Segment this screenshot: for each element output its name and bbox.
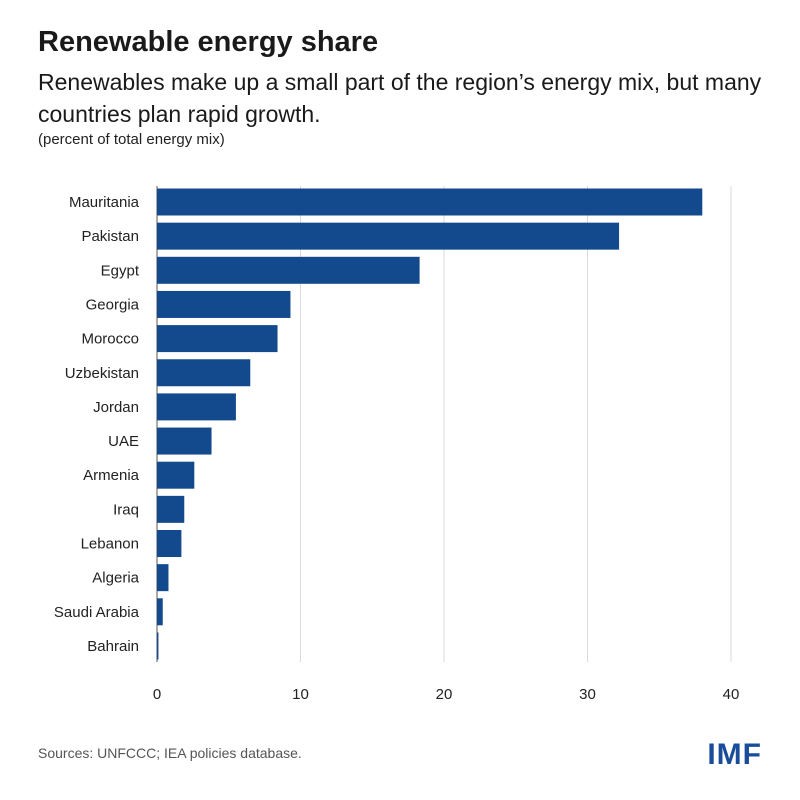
bar-armenia (157, 461, 195, 489)
bar-algeria (157, 564, 169, 592)
category-label: Pakistan (81, 228, 139, 245)
category-label: Bahrain (87, 638, 139, 655)
x-tick-label: 20 (436, 686, 453, 703)
bars (157, 188, 703, 660)
category-label: Armenia (83, 467, 140, 484)
bar-morocco (157, 325, 278, 353)
category-label: Mauritania (69, 194, 140, 211)
category-label: UAE (108, 433, 139, 450)
category-label: Iraq (113, 501, 139, 518)
bar-georgia (157, 290, 291, 318)
bar-uzbekistan (157, 359, 251, 387)
bar-bahrain (157, 632, 159, 660)
category-label: Algeria (92, 570, 139, 587)
x-tick-label: 30 (579, 686, 596, 703)
unit-note: (percent of total energy mix) (38, 131, 225, 148)
x-axis-ticks: 0 10 20 30 40 (153, 686, 740, 703)
bar-pakistan (157, 222, 620, 250)
chart-subtitle: Renewables make up a small part of the r… (38, 69, 762, 127)
source-note: Sources: UNFCCC; IEA policies database. (38, 745, 302, 761)
x-tick-label: 40 (723, 686, 740, 703)
category-label: Georgia (86, 296, 140, 313)
category-labels: Mauritania Pakistan Egypt Georgia Morocco Uzb… (54, 194, 140, 655)
x-tick-label: 10 (292, 686, 309, 703)
bar-iraq (157, 495, 185, 523)
x-tick-label: 0 (153, 686, 161, 703)
category-label: Jordan (93, 399, 139, 416)
category-label: Saudi Arabia (54, 604, 140, 621)
chart-title: Renewable energy share (38, 26, 379, 58)
category-label: Uzbekistan (65, 365, 139, 382)
imf-logo: IMF (707, 738, 762, 771)
bar-egypt (157, 256, 420, 284)
category-label: Morocco (81, 331, 139, 348)
category-label: Lebanon (81, 536, 139, 553)
category-label: Egypt (101, 262, 140, 279)
bar-lebanon (157, 530, 182, 557)
bar-saudi-arabia (157, 598, 163, 626)
bar-jordan (157, 393, 236, 421)
bar-uae (157, 427, 212, 455)
bar-mauritania (157, 188, 703, 216)
